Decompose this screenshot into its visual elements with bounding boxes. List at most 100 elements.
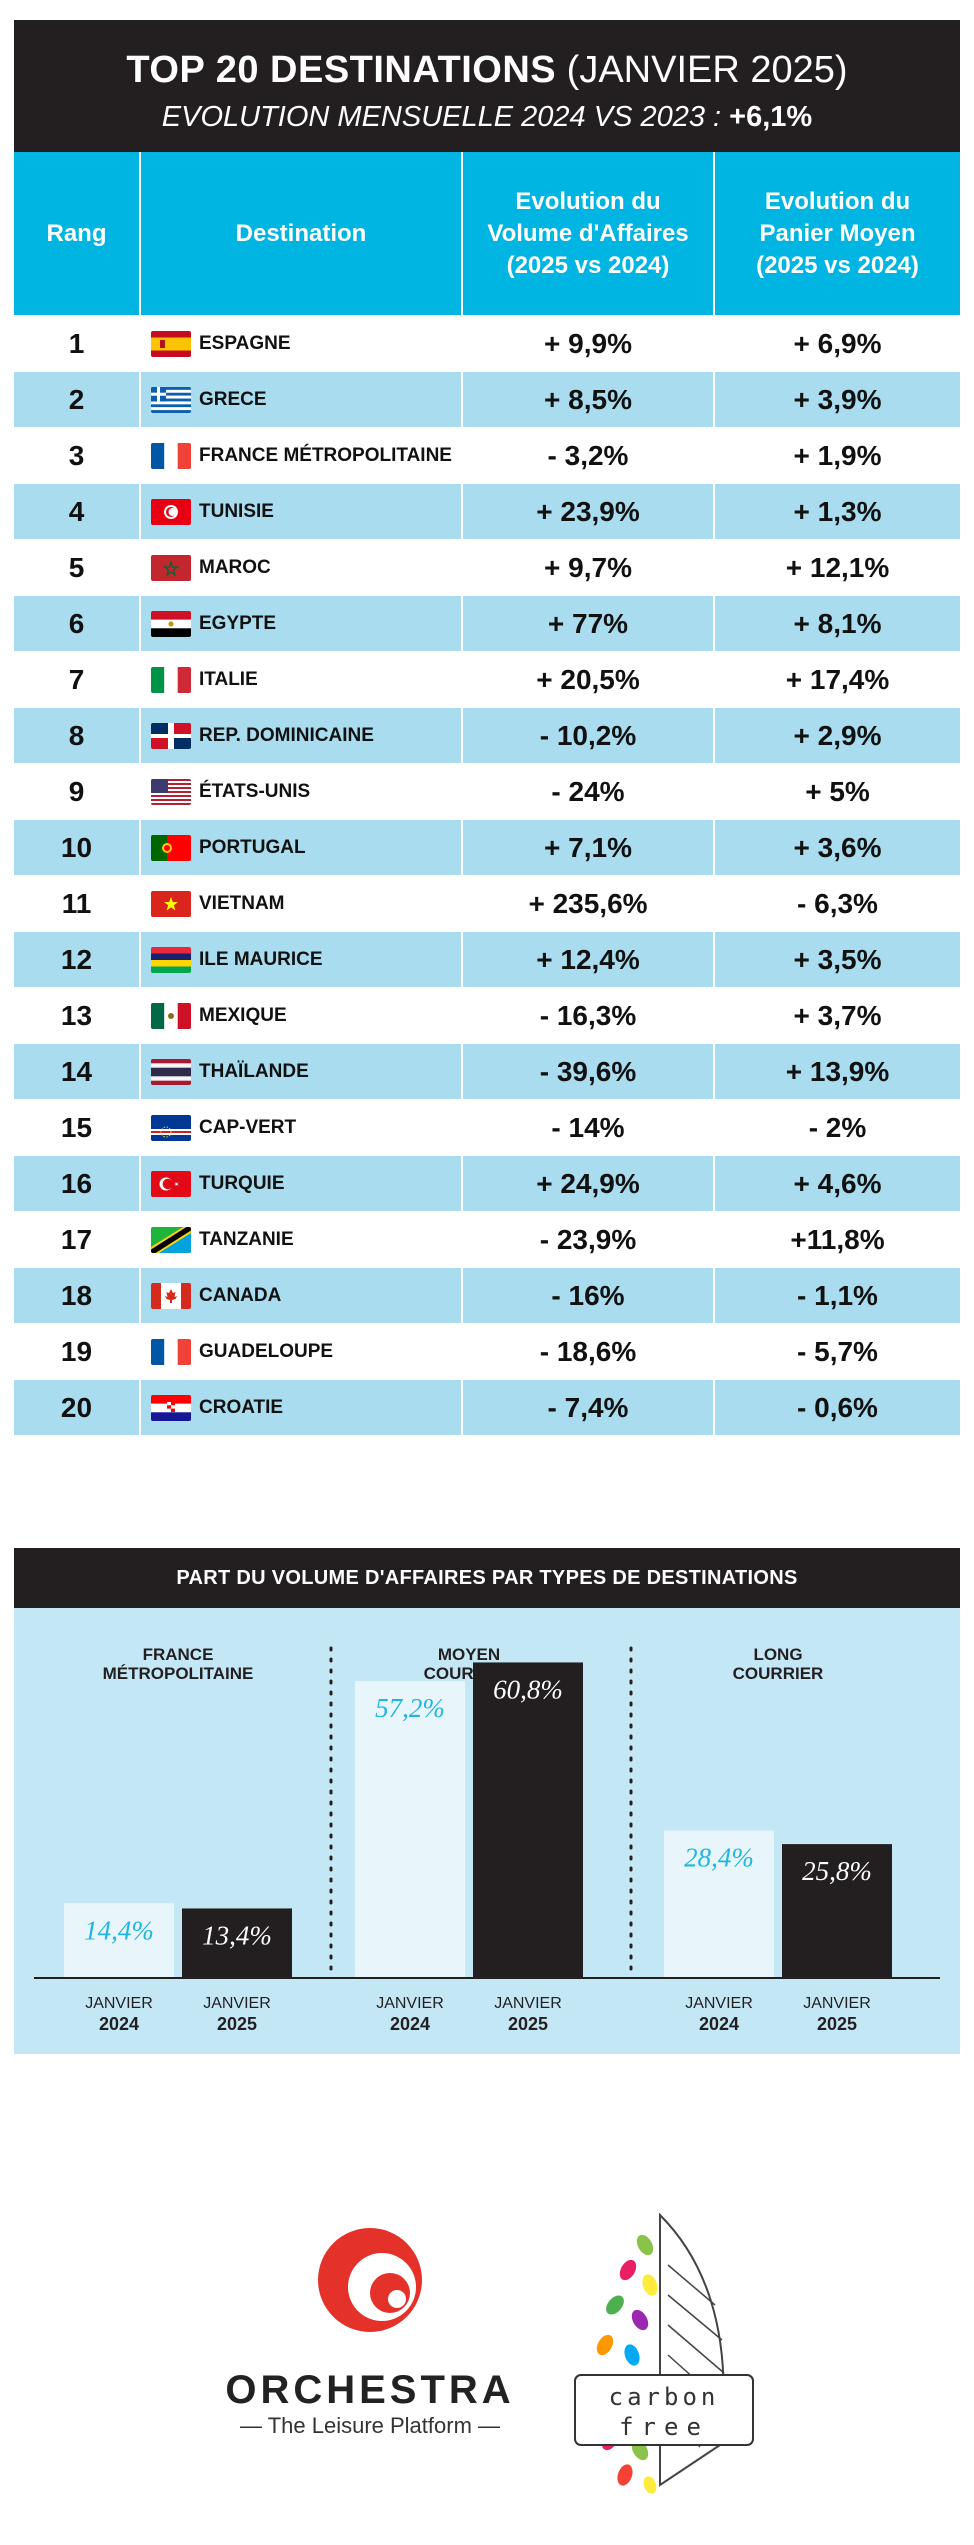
rank-cell: 11 xyxy=(14,875,141,932)
destination-cell: CAP-VERT xyxy=(140,1099,463,1156)
table-row: 10 PORTUGAL + 7,1% + 3,6% xyxy=(14,819,960,876)
category-label: JANVIER xyxy=(494,1995,562,2012)
morocco-flag-icon xyxy=(151,554,191,581)
portugal-flag-icon xyxy=(151,834,191,861)
group-title: LONG xyxy=(753,1645,802,1664)
volume-evolution-cell: + 9,9% xyxy=(462,315,715,372)
panier-evolution-cell: + 3,6% xyxy=(714,819,960,876)
rank-cell: 9 xyxy=(14,763,141,820)
volume-evolution-cell: + 23,9% xyxy=(462,483,715,540)
panier-evolution-cell: + 8,1% xyxy=(714,595,960,652)
group-title: COURRIER xyxy=(733,1664,824,1683)
destination-cell: FRANCE MÉTROPOLITAINE xyxy=(140,427,463,484)
rank-cell: 10 xyxy=(14,819,141,876)
category-year-label: 2025 xyxy=(217,2014,257,2034)
destination-cell: MAROC xyxy=(140,539,463,596)
group-title: FRANCE xyxy=(143,1645,214,1664)
destination-name: ÉTATS-UNIS xyxy=(199,780,311,802)
greece-flag-icon xyxy=(151,386,191,413)
table-row: 15 CAP-VERT - 14% - 2% xyxy=(14,1099,960,1156)
category-year-label: 2024 xyxy=(390,2014,430,2034)
panier-evolution-cell: + 3,9% xyxy=(714,371,960,428)
spain-flag-icon xyxy=(151,330,191,357)
bar-value-label: 13,4% xyxy=(202,1920,272,1950)
table-row: 7 ITALIE + 20,5% + 17,4% xyxy=(14,651,960,708)
rank-cell: 14 xyxy=(14,1043,141,1100)
volume-evolution-cell: + 24,9% xyxy=(462,1155,715,1212)
tunisia-flag-icon xyxy=(151,498,191,525)
panier-evolution-cell: + 1,9% xyxy=(714,427,960,484)
table-row: 5 MAROC + 9,7% + 12,1% xyxy=(14,539,960,596)
panier-evolution-cell: - 6,3% xyxy=(714,875,960,932)
category-year-label: 2025 xyxy=(508,2014,548,2034)
destination-name: ESPAGNE xyxy=(199,332,291,354)
volume-evolution-cell: - 24% xyxy=(462,763,715,820)
carbon-free-logo: carbon free xyxy=(574,2212,754,2494)
destination-cell: ESPAGNE xyxy=(140,315,463,372)
logos-area: ORCHESTRA — The Leisure Platform — xyxy=(0,2195,974,2525)
panier-evolution-cell: + 3,7% xyxy=(714,987,960,1044)
rank-cell: 4 xyxy=(14,483,141,540)
destination-cell: ITALIE xyxy=(140,651,463,708)
mauritius-flag-icon xyxy=(151,946,191,973)
rank-cell: 3 xyxy=(14,427,141,484)
panier-evolution-cell: + 3,5% xyxy=(714,931,960,988)
table-row: 1 ESPAGNE + 9,9% + 6,9% xyxy=(14,315,960,372)
rank-cell: 7 xyxy=(14,651,141,708)
destination-cell: TURQUIE xyxy=(140,1155,463,1212)
destination-cell: CROATIE xyxy=(140,1379,463,1436)
destination-cell: REP. DOMINICAINE xyxy=(140,707,463,764)
share-chart: FRANCE MÉTROPOLITAINE 14,4% JANVIER 2024 13,4… xyxy=(14,1608,960,2054)
panier-evolution-cell: + 5% xyxy=(714,763,960,820)
category-label: JANVIER xyxy=(203,1995,271,2012)
volume-evolution-cell: - 18,6% xyxy=(462,1323,715,1380)
table-row: 8 REP. DOMINICAINE - 10,2% + 2,9% xyxy=(14,707,960,764)
destination-cell: ILE MAURICE xyxy=(140,931,463,988)
panier-evolution-cell: + 12,1% xyxy=(714,539,960,596)
rank-cell: 5 xyxy=(14,539,141,596)
tanzania-flag-icon xyxy=(151,1226,191,1253)
volume-evolution-cell: - 10,2% xyxy=(462,707,715,764)
group-title: MÉTROPOLITAINE xyxy=(103,1664,254,1683)
panier-evolution-cell: + 2,9% xyxy=(714,707,960,764)
table-row: 20 CROATIE - 7,4% - 0,6% xyxy=(14,1379,960,1436)
destination-name: CAP-VERT xyxy=(199,1116,297,1138)
volume-evolution-cell: - 14% xyxy=(462,1099,715,1156)
table-row: 13 MEXIQUE - 16,3% + 3,7% xyxy=(14,987,960,1044)
bar-value-label: 57,2% xyxy=(375,1693,445,1723)
thailand-flag-icon xyxy=(151,1058,191,1085)
panier-evolution-cell: + 6,9% xyxy=(714,315,960,372)
usa-flag-icon xyxy=(151,778,191,805)
category-label: JANVIER xyxy=(803,1995,871,2012)
panier-evolution-cell: - 0,6% xyxy=(714,1379,960,1436)
rank-cell: 1 xyxy=(14,315,141,372)
panier-evolution-cell: - 2% xyxy=(714,1099,960,1156)
destination-name: GRECE xyxy=(199,388,267,410)
orchestra-tagline: — The Leisure Platform — xyxy=(240,2413,500,2438)
bar-value-label: 28,4% xyxy=(684,1843,754,1873)
table-row: 6 EGYPTE + 77% + 8,1% xyxy=(14,595,960,652)
volume-evolution-cell: + 20,5% xyxy=(462,651,715,708)
destination-name: TUNISIE xyxy=(199,500,274,522)
rank-cell: 8 xyxy=(14,707,141,764)
table-row: 12 ILE MAURICE + 12,4% + 3,5% xyxy=(14,931,960,988)
mexico-flag-icon xyxy=(151,1002,191,1029)
rank-cell: 20 xyxy=(14,1379,141,1436)
category-year-label: 2024 xyxy=(99,2014,139,2034)
free-text: free xyxy=(619,2413,709,2441)
destination-cell: TANZANIE xyxy=(140,1211,463,1268)
destination-name: FRANCE MÉTROPOLITAINE xyxy=(199,444,452,466)
panier-evolution-cell: + 4,6% xyxy=(714,1155,960,1212)
category-year-label: 2025 xyxy=(817,2014,857,2034)
destination-name: ILE MAURICE xyxy=(199,948,323,970)
panier-evolution-cell: + 17,4% xyxy=(714,651,960,708)
destination-cell: TUNISIE xyxy=(140,483,463,540)
destination-cell: MEXIQUE xyxy=(140,987,463,1044)
rank-cell: 13 xyxy=(14,987,141,1044)
volume-evolution-cell: + 12,4% xyxy=(462,931,715,988)
bar xyxy=(64,1903,174,1978)
rank-cell: 17 xyxy=(14,1211,141,1268)
destination-cell: PORTUGAL xyxy=(140,819,463,876)
rank-cell: 6 xyxy=(14,595,141,652)
destination-cell: EGYPTE xyxy=(140,595,463,652)
